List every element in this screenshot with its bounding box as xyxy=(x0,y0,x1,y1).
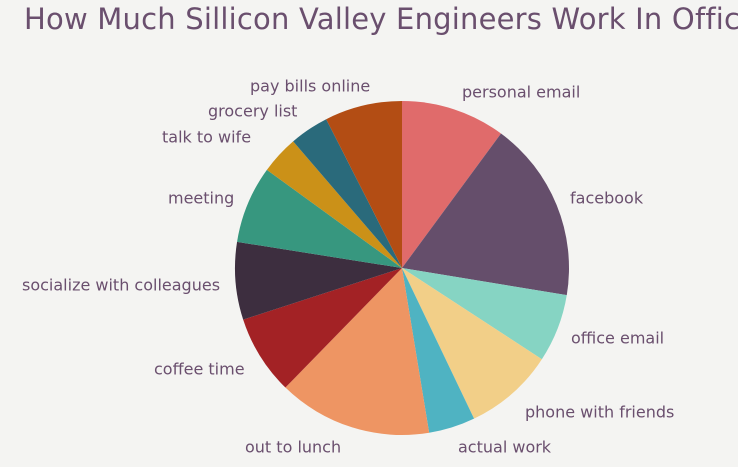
slice-label: coffee time xyxy=(154,360,245,379)
pie-slice-office-email xyxy=(402,268,567,360)
slice-label: meeting xyxy=(168,189,234,208)
pie-slice-facebook xyxy=(402,133,570,296)
slice-label: office email xyxy=(571,329,664,348)
slice-label: phone with friends xyxy=(525,403,674,422)
slice-label: out to lunch xyxy=(245,438,341,457)
slice-label: facebook xyxy=(570,189,644,208)
chart-title: How Much Sillicon Valley Engineers Work … xyxy=(24,2,738,36)
pie-slice-meeting xyxy=(237,169,402,268)
slice-label: actual work xyxy=(458,438,552,457)
slice-label: socialize with colleagues xyxy=(22,276,220,295)
pie-slice-talk-to-wife xyxy=(266,141,402,268)
slice-label: talk to wife xyxy=(162,128,251,147)
pie-slice-out-to-lunch xyxy=(285,268,430,435)
pie-slice-actual-work xyxy=(402,268,475,433)
slice-label: grocery list xyxy=(208,102,297,121)
pie-slice-personal-email xyxy=(402,101,502,268)
slice-label: personal email xyxy=(462,83,580,102)
pie-slice-pay-bills-online xyxy=(326,101,402,268)
pie-slice-socialize-with-colleagues xyxy=(234,241,402,320)
pie-slice-phone-with-friends xyxy=(402,268,542,419)
pie-slice-grocery-list xyxy=(293,119,402,269)
slice-label: pay bills online xyxy=(250,77,370,96)
pie-slice-coffee-time xyxy=(243,268,402,388)
